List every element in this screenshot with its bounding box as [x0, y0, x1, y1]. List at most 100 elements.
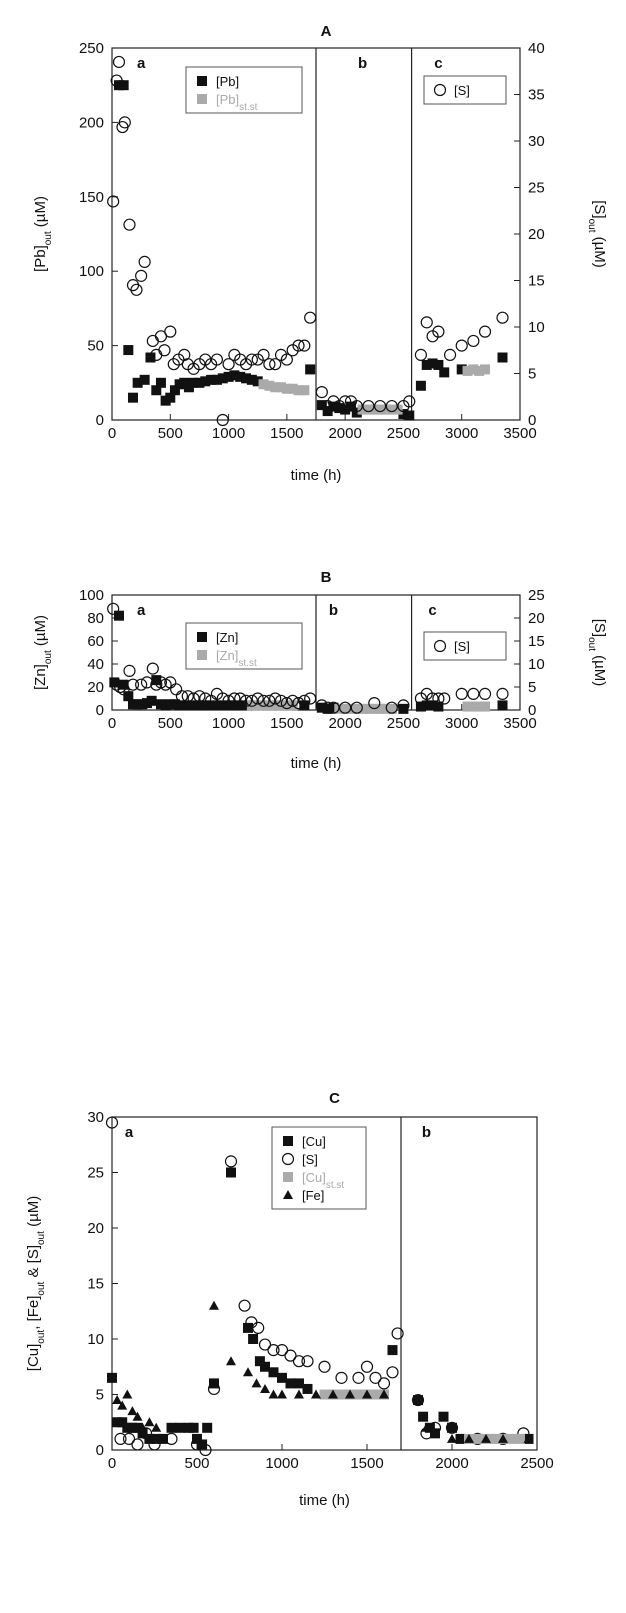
data-point	[188, 700, 199, 711]
y-tick-label: 20	[87, 679, 104, 696]
data-point	[118, 80, 129, 91]
data-point	[137, 1428, 148, 1439]
x-tick-label: 1500	[270, 425, 303, 442]
data-point	[146, 695, 157, 706]
data-point	[339, 701, 352, 714]
y2-tick-label: 10	[528, 656, 545, 673]
series--fe-	[112, 1300, 534, 1443]
data-point	[151, 385, 162, 396]
data-point	[112, 55, 126, 69]
data-point	[474, 365, 485, 376]
data-point	[235, 700, 246, 711]
data-point	[268, 1367, 279, 1378]
data-point	[226, 1356, 236, 1366]
data-point	[447, 1433, 457, 1443]
data-point	[351, 407, 362, 418]
panel-title: A	[321, 23, 332, 40]
data-point	[380, 404, 391, 415]
data-point	[292, 339, 305, 352]
series--s-	[107, 602, 509, 714]
data-point	[252, 1321, 265, 1335]
data-point	[118, 679, 129, 690]
data-point	[298, 339, 311, 352]
legend-box	[423, 631, 507, 661]
data-point	[110, 678, 123, 691]
data-point	[107, 602, 120, 615]
data-point	[235, 371, 246, 382]
data-point	[340, 703, 351, 714]
data-point	[362, 399, 375, 413]
data-point	[257, 694, 270, 707]
data-point	[339, 395, 352, 408]
data-point	[200, 376, 211, 387]
x-tick-label: 0	[108, 425, 116, 442]
data-point	[294, 1389, 304, 1399]
data-point	[293, 385, 304, 396]
data-point	[445, 1421, 459, 1434]
data-point	[206, 374, 217, 385]
series--s-	[105, 1116, 530, 1457]
data-point	[352, 1371, 365, 1384]
data-point	[132, 1411, 143, 1421]
data-point	[258, 700, 269, 711]
y-tick-label: 25	[87, 1165, 104, 1182]
data-point	[211, 374, 222, 385]
chart-panel-c: C 0 500 1000 1500 2000 2500 0 5 10 15 20 25 30 time (h…	[25, 1090, 554, 1509]
data-point	[252, 376, 263, 387]
data-point	[398, 409, 409, 420]
data-point	[497, 700, 508, 711]
y-tick-label: 200	[79, 114, 104, 131]
x-tick-label: 500	[158, 715, 183, 732]
data-point	[127, 1422, 138, 1433]
data-point	[411, 1393, 425, 1407]
x-tick-label: 3000	[445, 715, 478, 732]
y2-tick-label: 15	[528, 273, 545, 290]
data-point	[109, 677, 120, 688]
data-point	[315, 699, 328, 712]
data-point	[432, 325, 445, 338]
data-point	[421, 1422, 432, 1432]
data-point	[268, 1389, 279, 1399]
x-tick-label: 0	[108, 715, 116, 732]
legend-label: [Cu]st.st	[302, 1170, 344, 1191]
data-point	[132, 1422, 143, 1433]
data-point	[107, 195, 120, 208]
data-point	[117, 1417, 128, 1428]
data-point	[269, 358, 282, 371]
data-point	[187, 692, 200, 705]
data-point	[415, 701, 426, 712]
data-point	[385, 399, 398, 413]
data-point	[165, 392, 176, 403]
data-point	[350, 701, 363, 714]
y2-tick-label: 0	[528, 702, 536, 719]
data-point	[264, 380, 275, 391]
data-point	[188, 377, 199, 388]
series--s-	[107, 55, 509, 427]
legend-label: [Zn]st.st	[216, 648, 257, 669]
data-point	[455, 1433, 466, 1444]
y-tick-label: 30	[87, 1109, 104, 1126]
data-point	[223, 371, 234, 382]
data-point	[188, 1422, 199, 1433]
data-point	[135, 678, 148, 691]
y-tick-label: 250	[79, 40, 104, 57]
legend-label: [S]	[454, 83, 470, 98]
x-tick-label: 2500	[387, 715, 420, 732]
data-point	[241, 700, 252, 711]
data-point	[403, 395, 416, 408]
data-point	[496, 311, 509, 324]
data-point	[114, 1432, 127, 1446]
y2-tick-label: 25	[528, 587, 545, 604]
data-point	[392, 404, 403, 415]
x-tick-label: 1000	[212, 715, 245, 732]
phase-label-a: a	[125, 1124, 134, 1141]
data-point	[146, 662, 159, 675]
data-point	[238, 1299, 251, 1312]
data-point	[304, 311, 317, 324]
series--cu-	[107, 1167, 534, 1450]
data-point	[467, 334, 480, 348]
data-point	[462, 365, 473, 376]
data-point	[144, 1433, 155, 1444]
x-tick-label: 2000	[328, 425, 361, 442]
